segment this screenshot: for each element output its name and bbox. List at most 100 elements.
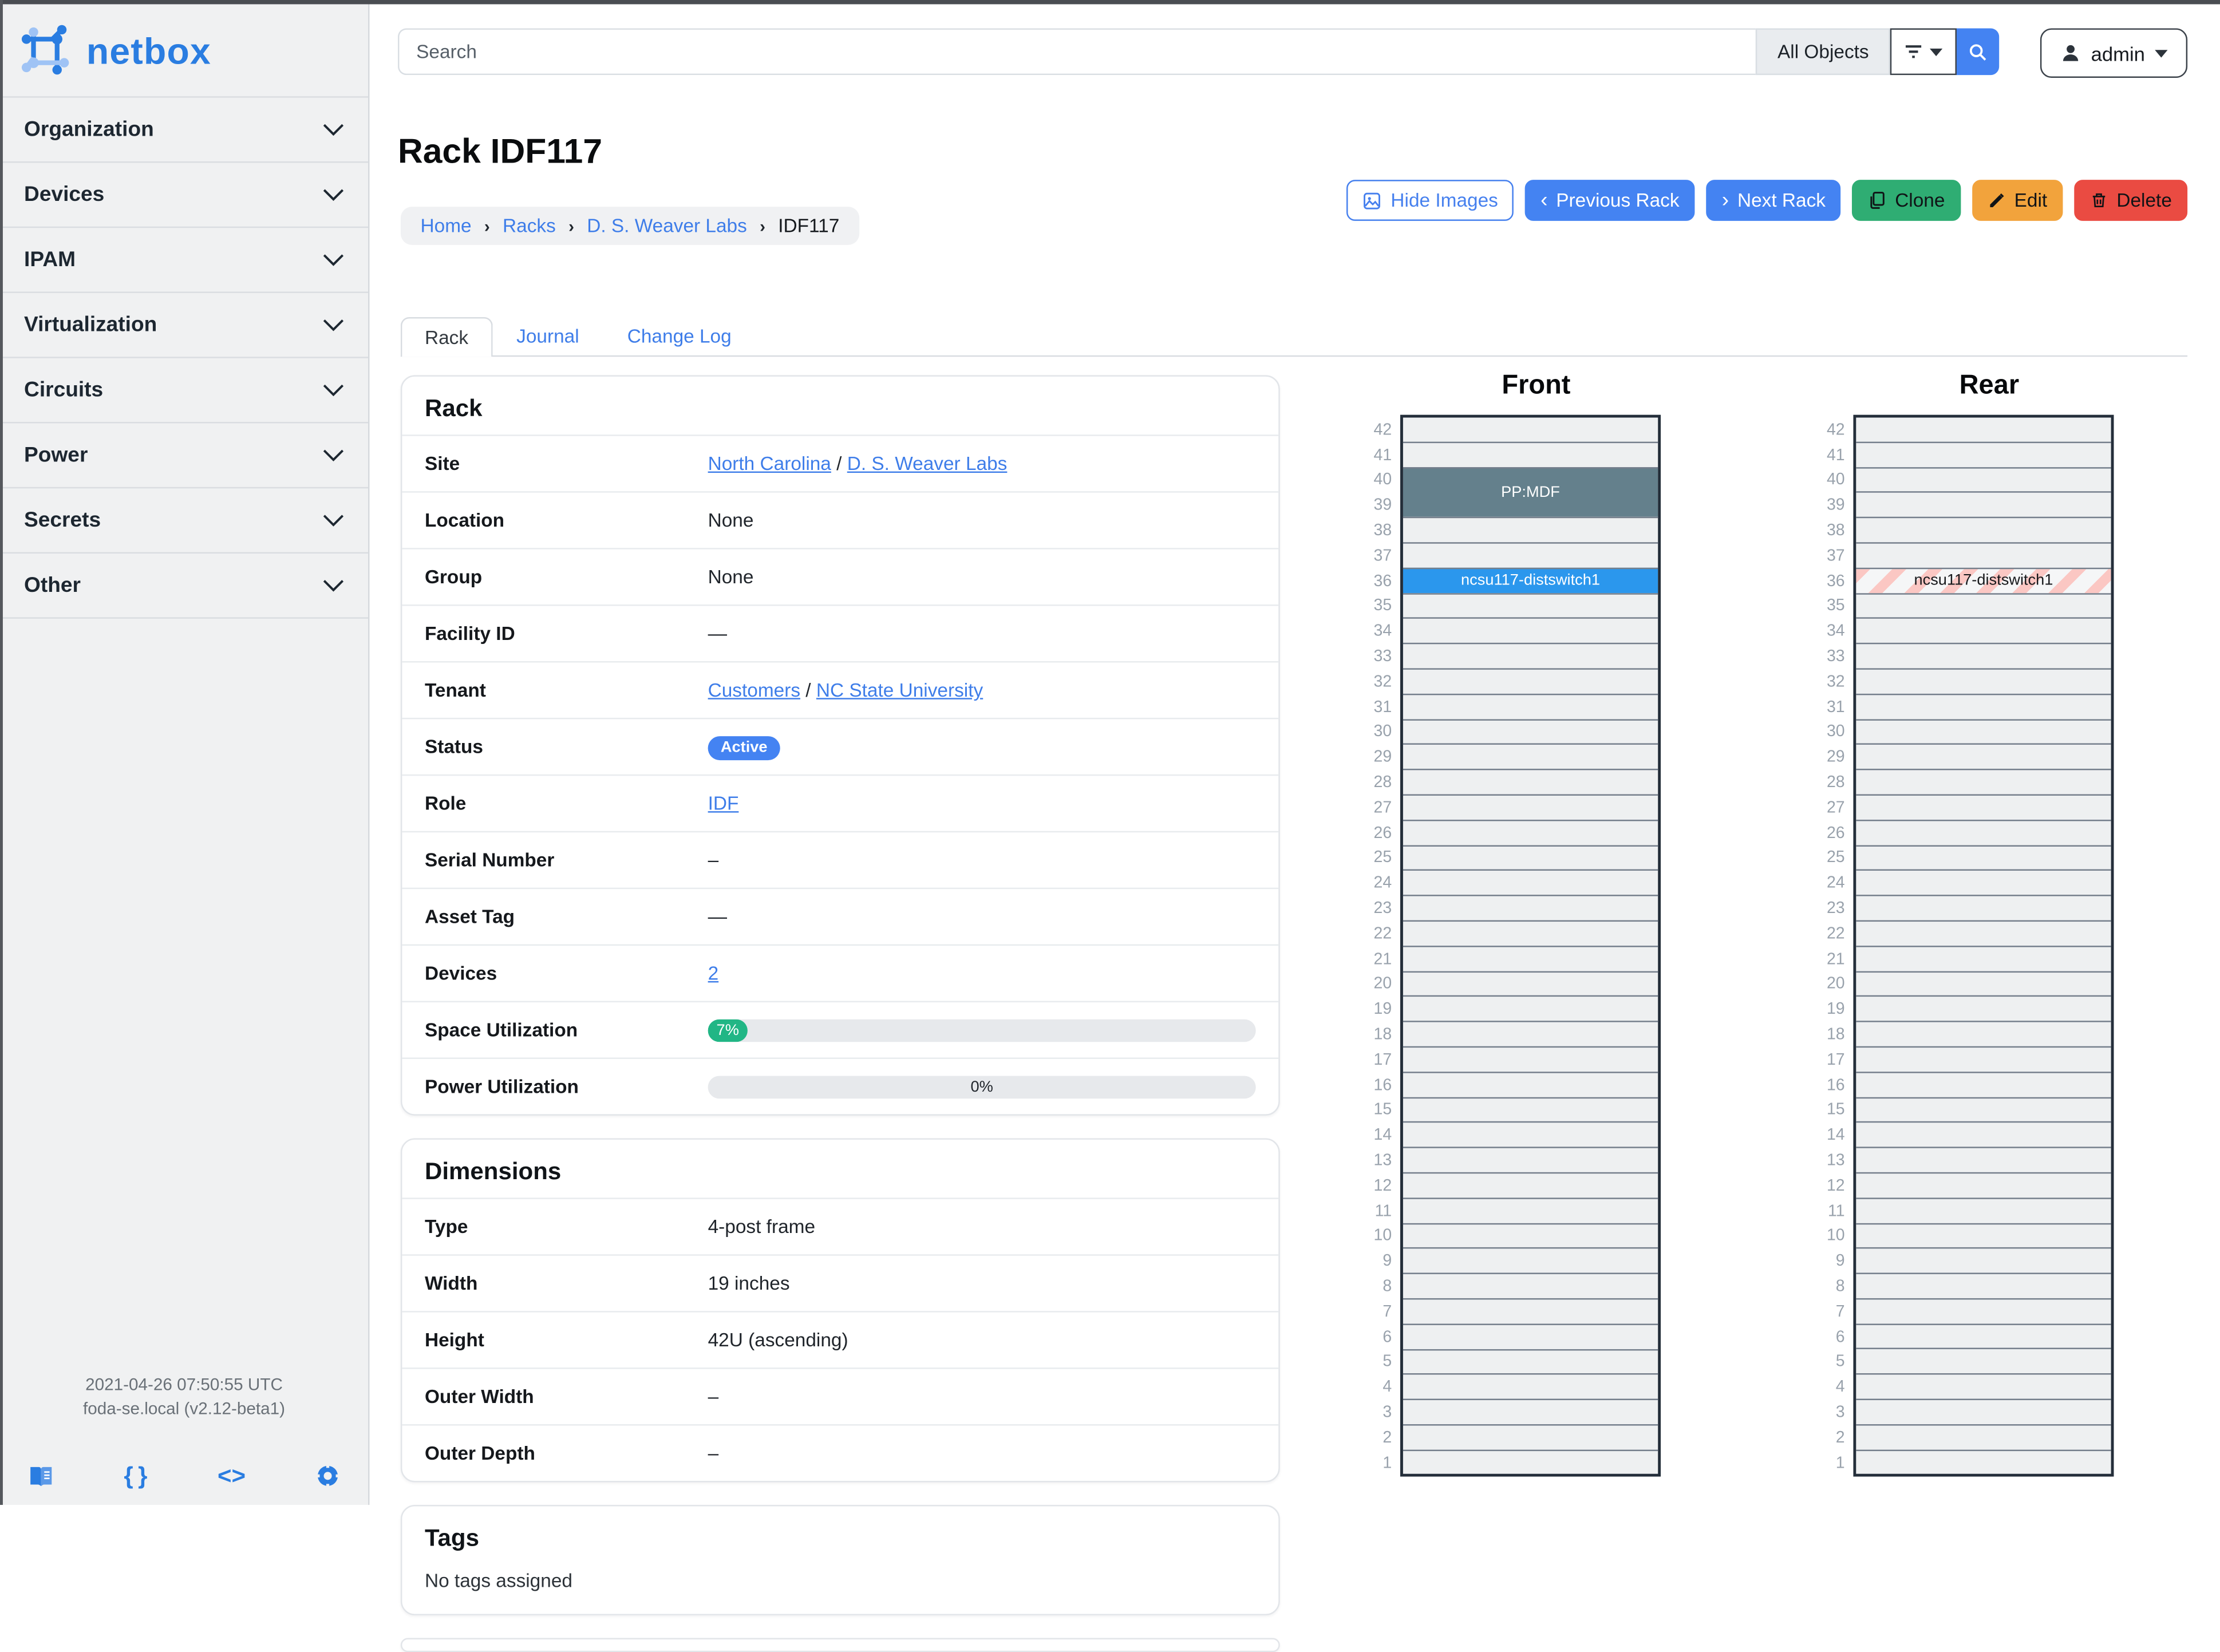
rack-unit-empty[interactable]: [1856, 794, 2111, 820]
rack-unit-empty[interactable]: [1856, 945, 2111, 971]
value-link[interactable]: NC State University: [816, 679, 983, 701]
rack-unit-empty[interactable]: [1856, 1373, 2111, 1399]
rack-unit-empty[interactable]: [1856, 1172, 2111, 1197]
breadcrumb-item[interactable]: Racks: [503, 215, 556, 237]
value-link[interactable]: North Carolina: [708, 453, 831, 475]
api-braces-icon[interactable]: { }: [124, 1462, 148, 1489]
rack-unit-empty[interactable]: [1403, 744, 1658, 769]
rack-unit-empty[interactable]: [1856, 668, 2111, 694]
rack-unit-empty[interactable]: [1403, 844, 1658, 870]
value-link[interactable]: IDF: [708, 792, 739, 815]
rack-unit-empty[interactable]: [1856, 1298, 2111, 1323]
rack-unit-empty[interactable]: [1403, 1046, 1658, 1072]
rack-unit-empty[interactable]: [1403, 1197, 1658, 1223]
rack-device-ncsu117-distswitch1[interactable]: ncsu117-distswitch1: [1856, 567, 2111, 593]
rack-unit-empty[interactable]: [1856, 1147, 2111, 1172]
rack-unit-empty[interactable]: [1403, 1147, 1658, 1172]
rack-unit-empty[interactable]: [1856, 492, 2111, 517]
delete-button[interactable]: Delete: [2074, 180, 2188, 221]
rack-unit-empty[interactable]: [1856, 1272, 2111, 1298]
rack-unit-empty[interactable]: [1856, 1222, 2111, 1248]
rack-unit-empty[interactable]: [1856, 1424, 2111, 1449]
user-menu-button[interactable]: admin: [2040, 28, 2188, 78]
sidebar-item-ipam[interactable]: IPAM: [0, 228, 369, 293]
rack-unit-empty[interactable]: [1403, 1449, 1658, 1475]
rack-unit-empty[interactable]: [1403, 1096, 1658, 1122]
rack-unit-empty[interactable]: [1856, 870, 2111, 895]
rack-unit-empty[interactable]: [1403, 1424, 1658, 1449]
rack-unit-empty[interactable]: [1856, 769, 2111, 795]
rack-unit-empty[interactable]: [1403, 895, 1658, 920]
rack-unit-empty[interactable]: [1856, 441, 2111, 467]
rack-unit-empty[interactable]: [1403, 1247, 1658, 1273]
rack-unit-empty[interactable]: [1856, 1348, 2111, 1374]
rack-unit-empty[interactable]: [1856, 1323, 2111, 1349]
sidebar-item-power[interactable]: Power: [0, 423, 369, 489]
rack-unit-empty[interactable]: [1856, 542, 2111, 568]
rack-unit-empty[interactable]: [1403, 970, 1658, 996]
rack-unit-empty[interactable]: [1856, 467, 2111, 492]
rack-unit-empty[interactable]: [1856, 844, 2111, 870]
code-icon[interactable]: <>: [217, 1462, 246, 1489]
breadcrumb-item[interactable]: Home: [420, 215, 472, 237]
rack-unit-empty[interactable]: [1856, 592, 2111, 618]
value-link[interactable]: 2: [708, 962, 719, 984]
netbox-logo[interactable]: netbox: [0, 4, 368, 96]
rack-unit-empty[interactable]: [1856, 744, 2111, 769]
rack-unit-empty[interactable]: [1403, 794, 1658, 820]
sidebar-item-circuits[interactable]: Circuits: [0, 358, 369, 424]
rack-unit-empty[interactable]: [1403, 1172, 1658, 1197]
previous-rack-button[interactable]: ‹ Previous Rack: [1524, 180, 1695, 221]
rack-unit-empty[interactable]: [1856, 995, 2111, 1021]
rack-unit-empty[interactable]: [1403, 945, 1658, 971]
rack-unit-empty[interactable]: [1403, 592, 1658, 618]
rack-unit-empty[interactable]: [1856, 970, 2111, 996]
rack-unit-empty[interactable]: [1856, 819, 2111, 845]
rack-unit-empty[interactable]: [1403, 1222, 1658, 1248]
tab-change-log[interactable]: Change Log: [627, 325, 732, 347]
sidebar-item-virtualization[interactable]: Virtualization: [0, 293, 369, 358]
rack-unit-empty[interactable]: [1403, 693, 1658, 719]
rack-unit-empty[interactable]: [1403, 920, 1658, 946]
breadcrumb-item[interactable]: D. S. Weaver Labs: [587, 215, 747, 237]
hide-images-button[interactable]: Hide Images: [1346, 180, 1514, 221]
sidebar-item-organization[interactable]: Organization: [0, 98, 369, 163]
rack-unit-empty[interactable]: [1856, 1121, 2111, 1147]
rack-device-pp-mdf[interactable]: PP:MDF: [1403, 467, 1658, 517]
rack-unit-empty[interactable]: [1856, 643, 2111, 669]
rack-unit-empty[interactable]: [1856, 693, 2111, 719]
rack-unit-empty[interactable]: [1856, 895, 2111, 920]
search-submit-button[interactable]: [1956, 28, 2000, 76]
rack-unit-empty[interactable]: [1403, 1272, 1658, 1298]
rack-unit-empty[interactable]: [1856, 1449, 2111, 1475]
tab-journal[interactable]: Journal: [516, 325, 579, 347]
rack-unit-empty[interactable]: [1403, 441, 1658, 467]
rack-unit-empty[interactable]: [1856, 618, 2111, 643]
rack-unit-empty[interactable]: [1856, 1071, 2111, 1097]
rack-unit-empty[interactable]: [1403, 1348, 1658, 1374]
rack-unit-empty[interactable]: [1403, 643, 1658, 669]
rack-unit-empty[interactable]: [1856, 1197, 2111, 1223]
sidebar-item-secrets[interactable]: Secrets: [0, 488, 369, 554]
rack-unit-empty[interactable]: [1403, 995, 1658, 1021]
docs-book-icon[interactable]: [28, 1465, 54, 1488]
rack-device-ncsu117-distswitch1[interactable]: ncsu117-distswitch1: [1403, 567, 1658, 593]
rack-unit-empty[interactable]: [1403, 819, 1658, 845]
value-link[interactable]: D. S. Weaver Labs: [847, 453, 1008, 475]
rack-unit-empty[interactable]: [1403, 542, 1658, 568]
rack-unit-empty[interactable]: [1403, 718, 1658, 744]
sidebar-item-devices[interactable]: Devices: [0, 163, 369, 228]
search-filter-dropdown-button[interactable]: [1890, 28, 1957, 76]
rack-unit-empty[interactable]: [1856, 1398, 2111, 1424]
rack-unit-empty[interactable]: [1856, 517, 2111, 543]
rack-unit-empty[interactable]: [1856, 1046, 2111, 1072]
clone-button[interactable]: Clone: [1852, 180, 1961, 221]
rack-unit-empty[interactable]: [1856, 417, 2111, 442]
rack-unit-empty[interactable]: [1403, 1323, 1658, 1349]
rack-unit-empty[interactable]: [1403, 517, 1658, 543]
search-input[interactable]: [397, 28, 1756, 76]
rack-unit-empty[interactable]: [1856, 1247, 2111, 1273]
rack-unit-empty[interactable]: [1403, 668, 1658, 694]
value-link[interactable]: Customers: [708, 679, 801, 701]
rack-unit-empty[interactable]: [1856, 920, 2111, 946]
